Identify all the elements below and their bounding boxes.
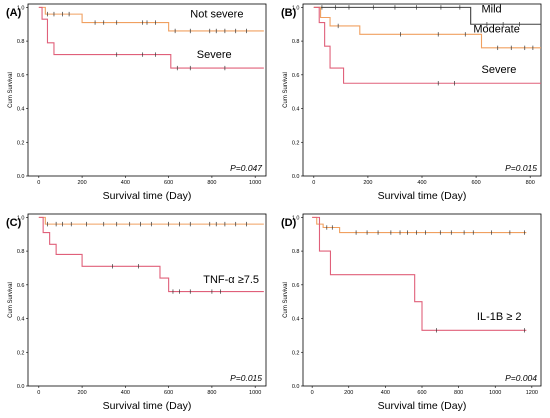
series-line-0 [312,216,527,234]
x-tick-label: 200 [363,180,372,186]
x-tick-label: 800 [454,390,463,396]
y-tick-label: 0.0 [292,384,300,390]
panel-c: (C) 0.0 0.2 0.4 0.6 0.8 1.0 0 200 400 600 800 1000 Cu… [0,210,270,414]
y-tick-label: 1.0 [17,215,25,221]
y-tick-label: 0.0 [17,384,25,390]
x-tick-label: 1000 [249,390,261,396]
x-tick-label: 0 [311,390,314,396]
x-axis-label: Survival time (Day) [103,190,192,202]
y-tick-label: 0.4 [17,107,25,113]
y-tick-label: 0.2 [292,350,300,356]
x-tick-label: 800 [526,180,535,186]
p-value: P=0.047 [230,163,262,173]
group-label: Severe [482,64,517,76]
group-label: Mild [482,3,502,15]
plot-frame [302,213,542,387]
y-tick-label: 0.4 [292,107,300,113]
y-tick-label: 0.2 [17,140,25,146]
y-axis-label: Cum Survival [8,282,14,318]
y-axis-label: Cum Survival [8,72,14,108]
plot-frame [27,213,267,387]
x-tick-label: 400 [121,180,130,186]
x-tick-label: 400 [121,390,130,396]
y-tick-label: 1.0 [292,5,300,11]
group-label: TNF-α ≥7.5 [203,274,259,286]
x-tick-label: 600 [164,180,173,186]
x-tick-label: 600 [417,390,426,396]
panel-label: (B) [281,7,297,19]
chart-c: (C) 0.0 0.2 0.4 0.6 0.8 1.0 0 200 400 600 800 1000 Cu… [6,213,267,412]
plot-frame [302,3,542,177]
group-label: IL-1B ≥ 2 [477,311,522,323]
y-axis-label: Cum Survival [283,282,289,318]
x-tick-label: 1200 [526,390,538,396]
x-tick-label: 800 [207,180,216,186]
series-line-2 [313,6,541,84]
x-tick-label: 400 [417,180,426,186]
panel-label: (A) [6,7,22,19]
series-line-1 [312,216,527,331]
x-tick-label: 0 [37,390,40,396]
y-tick-label: 0.2 [17,350,25,356]
x-tick-label: 200 [77,390,86,396]
group-label: Not severe [190,8,243,20]
y-tick-label: 0.0 [17,174,25,180]
x-axis-label: Survival time (Day) [378,400,467,412]
y-tick-label: 1.0 [17,5,25,11]
x-tick-label: 0 [37,180,40,186]
y-tick-label: 0.6 [292,73,300,79]
x-tick-label: 200 [77,180,86,186]
series-line-1 [38,216,264,293]
series-line-1 [313,6,541,49]
p-value: P=0.015 [230,373,262,383]
y-tick-label: 0.6 [292,283,300,289]
group-label: Moderate [473,24,519,36]
y-axis-label: Cum Survival [283,72,289,108]
panel-d: (D) 0.0 0.2 0.4 0.6 0.8 1.0 0 200 400 600 800 1000 12… [275,210,545,414]
y-tick-label: 0.0 [292,174,300,180]
chart-d: (D) 0.0 0.2 0.4 0.6 0.8 1.0 0 200 400 600 800 1000 12… [281,213,542,412]
chart-b: (B) 0.0 0.2 0.4 0.6 0.8 1.0 0 200 400 600 800 Cum Su… [281,3,542,202]
p-value: P=0.015 [505,163,537,173]
x-tick-label: 800 [207,390,216,396]
y-tick-label: 0.8 [17,249,25,255]
series-line-0 [313,6,541,25]
plot-frame [27,3,267,177]
x-tick-label: 1000 [249,180,261,186]
x-tick-label: 1000 [489,390,501,396]
y-tick-label: 0.4 [17,317,25,323]
chart-a: (A) 0.0 0.2 0.4 0.6 0.8 1.0 0 200 400 600 800 1000 Cu… [6,3,267,202]
x-tick-label: 200 [344,390,353,396]
x-tick-label: 400 [381,390,390,396]
panel-b: (B) 0.0 0.2 0.4 0.6 0.8 1.0 0 200 400 600 800 Cum Su… [275,0,545,204]
x-tick-label: 600 [471,180,480,186]
y-tick-label: 0.6 [17,73,25,79]
y-tick-label: 0.2 [292,140,300,146]
x-axis-label: Survival time (Day) [378,190,467,202]
panel-a: (A) 0.0 0.2 0.4 0.6 0.8 1.0 0 200 400 600 800 1000 Cu… [0,0,270,204]
y-tick-label: 0.4 [292,317,300,323]
y-tick-label: 0.8 [292,39,300,45]
panel-label: (D) [281,217,297,229]
series-line-0 [38,6,264,32]
y-tick-label: 0.8 [17,39,25,45]
y-tick-label: 1.0 [292,215,300,221]
x-axis-label: Survival time (Day) [103,400,192,412]
x-tick-label: 0 [312,180,315,186]
x-tick-label: 600 [164,390,173,396]
series-line-1 [38,6,264,69]
group-label: Severe [197,49,232,61]
y-tick-label: 0.8 [292,249,300,255]
p-value: P=0.004 [505,373,537,383]
panel-label: (C) [6,217,22,229]
y-tick-label: 0.6 [17,283,25,289]
